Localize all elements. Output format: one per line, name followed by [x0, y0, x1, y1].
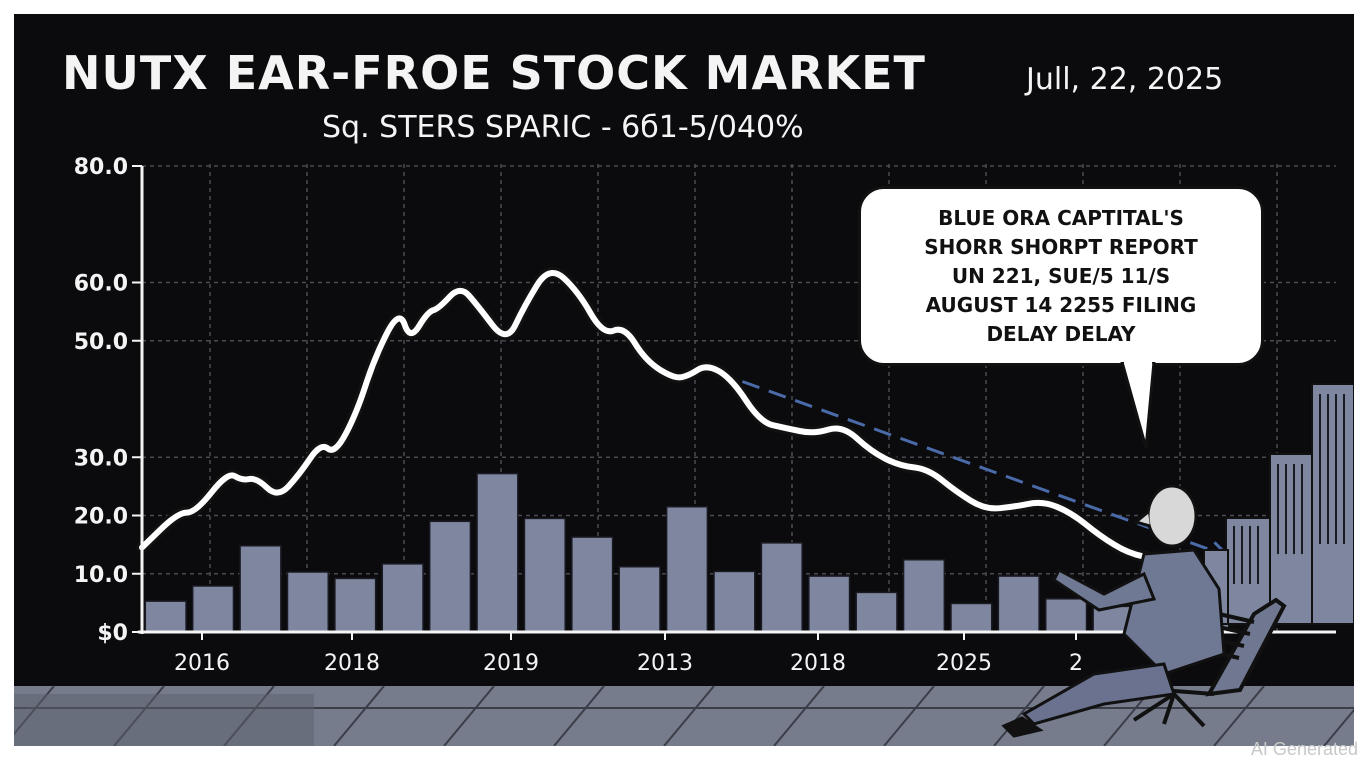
trend-line — [741, 380, 1229, 558]
city-skyline — [1203, 383, 1354, 625]
volume-bar — [144, 600, 187, 633]
callout-text: BLUE ORA CAPTITAL'S SHORR SHORPT REPORT … — [924, 205, 1198, 346]
volume-bar — [760, 542, 803, 633]
volume-bar — [618, 566, 661, 633]
x-tick-labels: 2016 2018 2019 2013 2018 2025 2 — [174, 632, 1083, 676]
ground-tile-line — [883, 685, 935, 746]
x-tick-label: 2025 — [936, 651, 992, 676]
y-tick-label: $0 — [97, 621, 128, 646]
speech-bubble-callout: BLUE ORA CAPTITAL'S SHORR SHORPT REPORT … — [858, 186, 1264, 366]
chart-title: NUTX EAR-FROE STOCK MARKET — [62, 46, 926, 100]
volume-bar — [902, 559, 946, 633]
y-tick-label: 50.0 — [74, 330, 128, 355]
volume-bar — [855, 591, 898, 633]
price-line — [139, 270, 1225, 586]
volume-bar — [1045, 598, 1088, 633]
chart-subtitle: Sq. STERS SPARIC - 6б1-5/040% — [322, 110, 804, 145]
chart-frame: 80.0 60.0 50.0 30.0 20.0 10.0 $0 2016 2018 2019 2… — [14, 14, 1354, 746]
y-tick-label: 60.0 — [74, 272, 128, 297]
ground-tile-line — [553, 685, 605, 746]
volume-bar — [713, 570, 756, 633]
volume-bar — [950, 602, 993, 633]
x-tick-label: 2018 — [790, 651, 846, 676]
volume-bar — [428, 520, 472, 633]
y-tick-label: 30.0 — [74, 446, 128, 471]
volume-bar — [239, 545, 282, 633]
y-tick-label: 10.0 — [74, 563, 128, 588]
ground-tile-line — [993, 685, 1045, 746]
man-in-chair-illustration — [1001, 484, 1287, 738]
building-windows — [1233, 394, 1345, 584]
y-tick-label: 20.0 — [74, 505, 128, 530]
volume-bar — [571, 536, 614, 633]
y-tick-label: 80.0 — [74, 155, 128, 180]
ground-texture — [14, 694, 314, 746]
x-tick-label: 2018 — [324, 651, 380, 676]
volume-bars — [144, 472, 1230, 633]
x-tick-label: 2016 — [174, 651, 230, 676]
man — [1001, 484, 1226, 738]
volume-bar — [523, 517, 566, 633]
volume-bar — [808, 575, 851, 633]
ground-tile-line — [663, 685, 715, 746]
volume-bar — [665, 506, 709, 633]
stock-chart: 80.060.050.030.020.010.0$0 2016 2018 2019 2… — [14, 155, 1354, 746]
ground-tile-line — [773, 685, 825, 746]
ai-generated-watermark: AI Generated — [1250, 739, 1358, 759]
chart-date: Jull, 22, 2025 — [1026, 62, 1224, 97]
building — [1311, 383, 1354, 625]
volume-bar — [334, 577, 377, 633]
ground-tile-line — [443, 685, 495, 746]
price-line-group — [136, 267, 1228, 589]
x-tick-label: 2019 — [483, 651, 539, 676]
speech-bubble-tail — [1120, 362, 1156, 449]
volume-bar — [191, 585, 235, 633]
y-tick-labels: 80.0 60.0 50.0 30.0 20.0 10.0 $0 — [74, 155, 142, 646]
volume-bar — [381, 563, 424, 633]
ground-tile-line — [1323, 708, 1354, 746]
x-tick-label: 2013 — [637, 651, 693, 676]
ground-tile-line — [333, 685, 385, 746]
volume-bar — [286, 571, 329, 633]
volume-bar — [997, 575, 1040, 633]
ground-tile-line — [1213, 685, 1265, 746]
x-tick-label: 2 — [1069, 651, 1083, 676]
volume-bar — [476, 472, 519, 633]
